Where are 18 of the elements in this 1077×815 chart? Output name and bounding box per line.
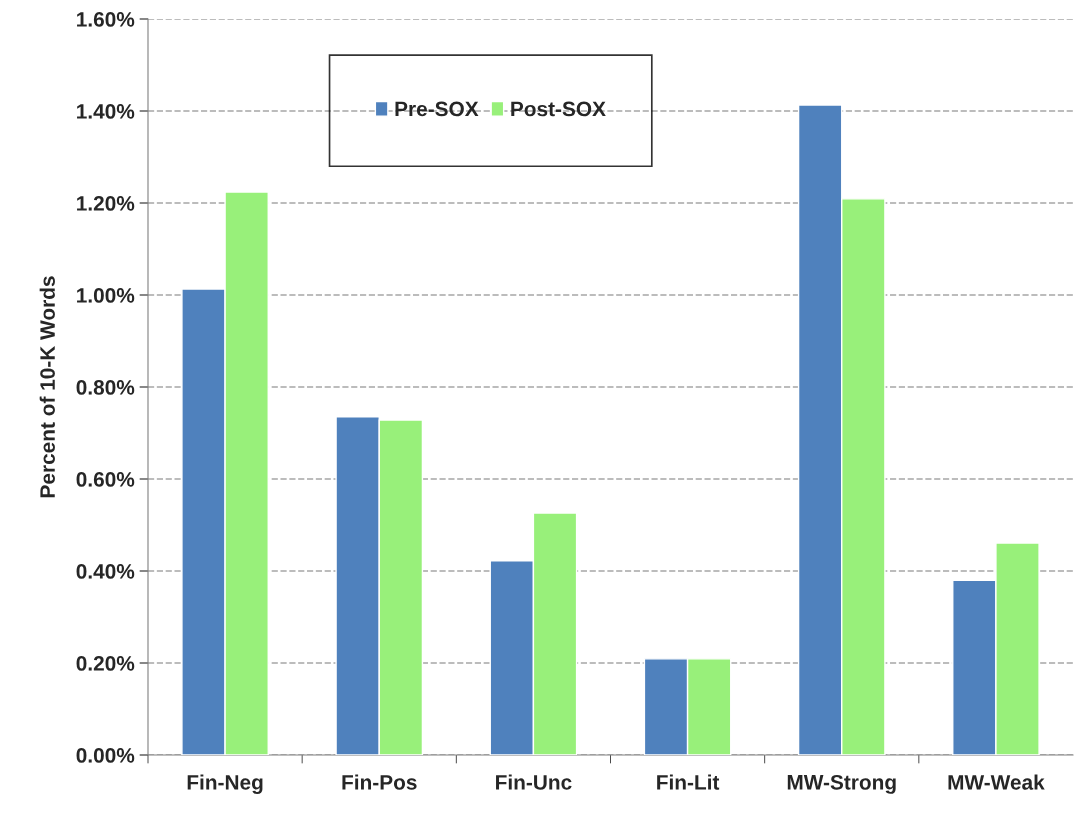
y-tick-label: 1.40% — [77, 104, 135, 119]
legend-label: Post-SOX — [511, 101, 606, 117]
x-tick-label: Fin-Neg — [187, 774, 263, 794]
y-tick-label: 0.80% — [76, 380, 135, 395]
y-tick-label: 1.00% — [77, 288, 135, 303]
x-tick-label: Fin-Unc — [496, 774, 572, 790]
y-tick-label: 1.20% — [77, 196, 135, 211]
x-tick-label: Fin-Pos — [342, 774, 417, 790]
legend-label: Pre-SOX — [395, 101, 479, 117]
x-tick-label: MW-Weak — [948, 774, 1045, 790]
y-axis-title: Percent of 10-K Words — [39, 276, 55, 498]
y-tick-label: 0.00% — [76, 748, 135, 763]
y-tick-label: 0.60% — [76, 472, 135, 487]
x-tick-label: Fin-Lit — [657, 774, 720, 790]
x-tick-label: MW-Strong — [787, 774, 896, 794]
y-tick-label: 0.40% — [76, 564, 135, 579]
y-tick-label: 0.20% — [76, 656, 135, 671]
y-tick-label: 1.60% — [77, 12, 135, 27]
